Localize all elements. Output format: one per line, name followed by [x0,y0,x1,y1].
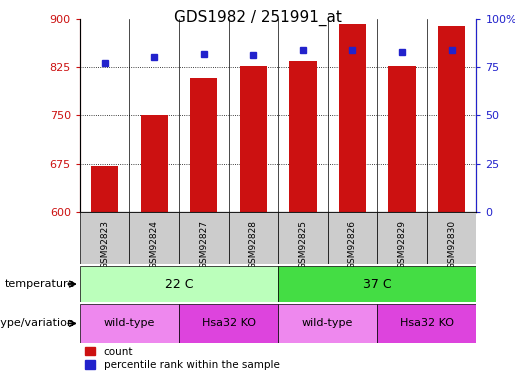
Bar [179,304,278,343]
Bar [229,212,278,264]
Legend: count, percentile rank within the sample: count, percentile rank within the sample [85,346,280,370]
Bar [278,304,377,343]
Text: genotype/variation: genotype/variation [0,318,75,328]
Bar [427,212,476,264]
Bar [377,212,427,264]
Bar [80,304,179,343]
Text: wild-type: wild-type [302,318,353,328]
Bar [129,212,179,264]
Bar [239,66,267,212]
Text: GSM92824: GSM92824 [150,220,159,268]
Text: Hsa32 KO: Hsa32 KO [400,318,454,328]
Bar [328,212,377,264]
Bar [278,266,476,302]
Bar [438,27,465,212]
Text: wild-type: wild-type [104,318,155,328]
Text: GSM92828: GSM92828 [249,220,258,269]
Text: GSM92826: GSM92826 [348,220,357,269]
Bar [80,212,129,264]
Text: temperature: temperature [5,279,75,289]
Bar [289,61,317,212]
Bar [91,165,118,212]
Text: GSM92823: GSM92823 [100,220,109,269]
Bar [190,78,217,212]
Bar [141,115,168,212]
Bar [388,66,416,212]
Text: 22 C: 22 C [165,278,193,291]
Text: 37 C: 37 C [363,278,391,291]
Text: GSM92830: GSM92830 [447,220,456,269]
Bar [80,266,278,302]
Bar [339,24,366,212]
Text: GDS1982 / 251991_at: GDS1982 / 251991_at [174,9,341,26]
Bar [179,212,229,264]
Bar [377,304,476,343]
Text: GSM92827: GSM92827 [199,220,208,269]
Text: GSM92825: GSM92825 [298,220,307,269]
Bar [278,212,328,264]
Text: GSM92829: GSM92829 [398,220,406,269]
Text: Hsa32 KO: Hsa32 KO [201,318,255,328]
